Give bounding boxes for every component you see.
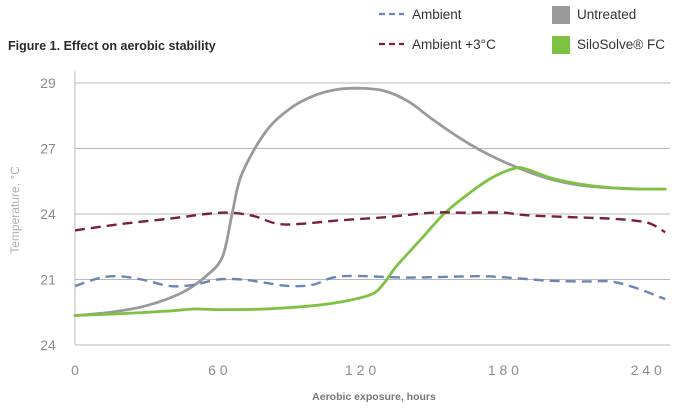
legend-ambient-label: Ambient <box>412 7 462 22</box>
series-line-silosolve <box>73 166 667 317</box>
y-tick-label: 27 <box>40 141 56 157</box>
x-tick-label: 0 <box>71 362 79 378</box>
chart-legend: Ambient Ambient +3°C Untreated SiloSolve… <box>379 6 665 54</box>
y-tick-label: 24 <box>40 337 56 353</box>
legend-ambient-plus-label: Ambient +3°C <box>412 37 496 52</box>
x-tick-label: 1 8 0 <box>488 362 519 378</box>
x-tick-label: 1 2 0 <box>345 362 376 378</box>
y-tick-label: 24 <box>40 206 56 222</box>
y-tick-label: 29 <box>40 75 56 91</box>
legend-untreated-label: Untreated <box>577 7 636 22</box>
series-line-untreated <box>73 86 667 317</box>
x-tick-label: 6 0 <box>208 362 228 378</box>
series-line-ambient_plus <box>74 211 666 234</box>
chart-title: Figure 1. Effect on aerobic stability <box>8 39 216 53</box>
legend-silosolve-label: SiloSolve® FC <box>577 37 665 52</box>
legend-silosolve-swatch <box>552 36 570 54</box>
y-tick-label: 21 <box>40 272 56 288</box>
x-tick-label: 2 4 0 <box>631 362 662 378</box>
x-axis-label: Aerobic exposure, hours <box>312 391 436 403</box>
y-axis-label: Temperature, °C <box>8 166 22 254</box>
series-line-ambient <box>74 274 666 301</box>
legend-untreated-swatch <box>552 6 570 24</box>
